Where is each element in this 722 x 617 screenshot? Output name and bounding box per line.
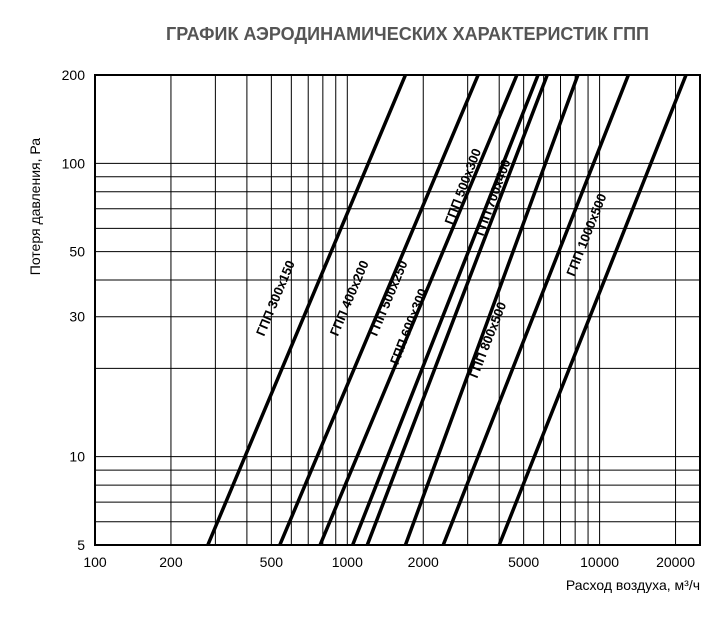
x-tick-label: 20000 (656, 554, 695, 570)
x-tick-label: 1000 (332, 554, 363, 570)
x-tick-label: 500 (260, 554, 284, 570)
y-tick-label: 5 (77, 537, 85, 553)
x-axis-label: Расход воздуха, м³/ч (566, 577, 700, 593)
chart-title: ГРАФИК АЭРОДИНАМИЧЕСКИХ ХАРАКТЕРИСТИК ГП… (166, 24, 649, 44)
y-tick-label: 200 (62, 67, 86, 83)
y-tick-label: 10 (69, 449, 85, 465)
aero-chart: ГРАФИК АЭРОДИНАМИЧЕСКИХ ХАРАКТЕРИСТИК ГП… (0, 0, 722, 617)
x-tick-label: 2000 (408, 554, 439, 570)
y-tick-label: 50 (69, 244, 85, 260)
x-tick-label: 10000 (580, 554, 619, 570)
y-tick-label: 30 (69, 309, 85, 325)
x-tick-label: 100 (83, 554, 107, 570)
y-tick-label: 100 (62, 155, 86, 171)
x-tick-label: 200 (159, 554, 183, 570)
x-tick-label: 5000 (508, 554, 539, 570)
y-axis-label: Потеря давления, Ра (27, 138, 43, 275)
chart-container: ГРАФИК АЭРОДИНАМИЧЕСКИХ ХАРАКТЕРИСТИК ГП… (0, 0, 722, 617)
